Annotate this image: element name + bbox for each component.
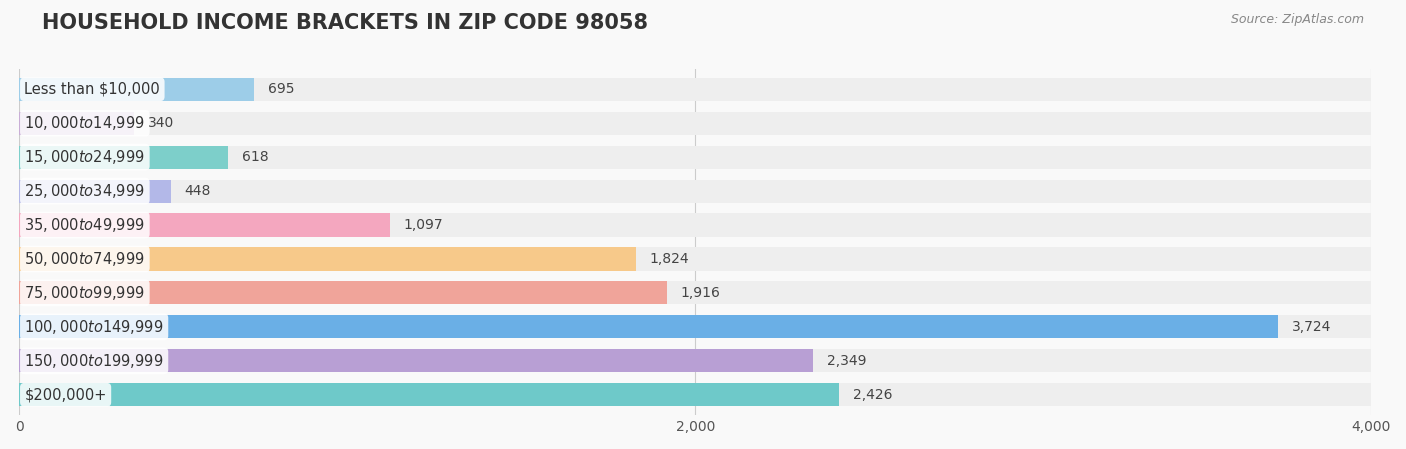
Text: $100,000 to $149,999: $100,000 to $149,999 [24, 318, 165, 336]
Text: 340: 340 [148, 116, 174, 130]
Text: HOUSEHOLD INCOME BRACKETS IN ZIP CODE 98058: HOUSEHOLD INCOME BRACKETS IN ZIP CODE 98… [42, 13, 648, 34]
Text: 3,724: 3,724 [1292, 320, 1331, 334]
Bar [20, 315, 1371, 339]
Text: 1,916: 1,916 [681, 286, 720, 300]
Bar [20, 282, 1371, 304]
Text: 2,426: 2,426 [853, 388, 893, 402]
Text: $10,000 to $14,999: $10,000 to $14,999 [24, 114, 145, 132]
Bar [20, 315, 1278, 339]
Text: 618: 618 [242, 150, 269, 164]
Text: 695: 695 [267, 82, 294, 96]
Text: 1,824: 1,824 [650, 252, 689, 266]
Text: $150,000 to $199,999: $150,000 to $199,999 [24, 352, 165, 370]
Text: $25,000 to $34,999: $25,000 to $34,999 [24, 182, 145, 200]
Text: 448: 448 [184, 184, 211, 198]
Bar [20, 247, 1371, 271]
Bar [20, 145, 228, 169]
Bar [20, 180, 1371, 202]
Bar [20, 349, 1371, 372]
Bar [20, 180, 170, 202]
Text: $200,000+: $200,000+ [24, 387, 107, 402]
Bar [20, 247, 636, 271]
Bar [20, 112, 1371, 135]
Bar [20, 349, 813, 372]
Text: $35,000 to $49,999: $35,000 to $49,999 [24, 216, 145, 234]
Text: Source: ZipAtlas.com: Source: ZipAtlas.com [1230, 13, 1364, 26]
Bar [20, 213, 389, 237]
Bar [20, 282, 666, 304]
Bar [20, 383, 839, 406]
Text: 2,349: 2,349 [827, 354, 866, 368]
Text: 1,097: 1,097 [404, 218, 443, 232]
Bar [20, 78, 254, 101]
Bar [20, 145, 1371, 169]
Bar [20, 213, 1371, 237]
Bar [20, 78, 1371, 101]
Bar [20, 383, 1371, 406]
Text: $50,000 to $74,999: $50,000 to $74,999 [24, 250, 145, 268]
Text: $15,000 to $24,999: $15,000 to $24,999 [24, 148, 145, 166]
Bar [20, 112, 135, 135]
Text: $75,000 to $99,999: $75,000 to $99,999 [24, 284, 145, 302]
Text: Less than $10,000: Less than $10,000 [24, 82, 160, 97]
